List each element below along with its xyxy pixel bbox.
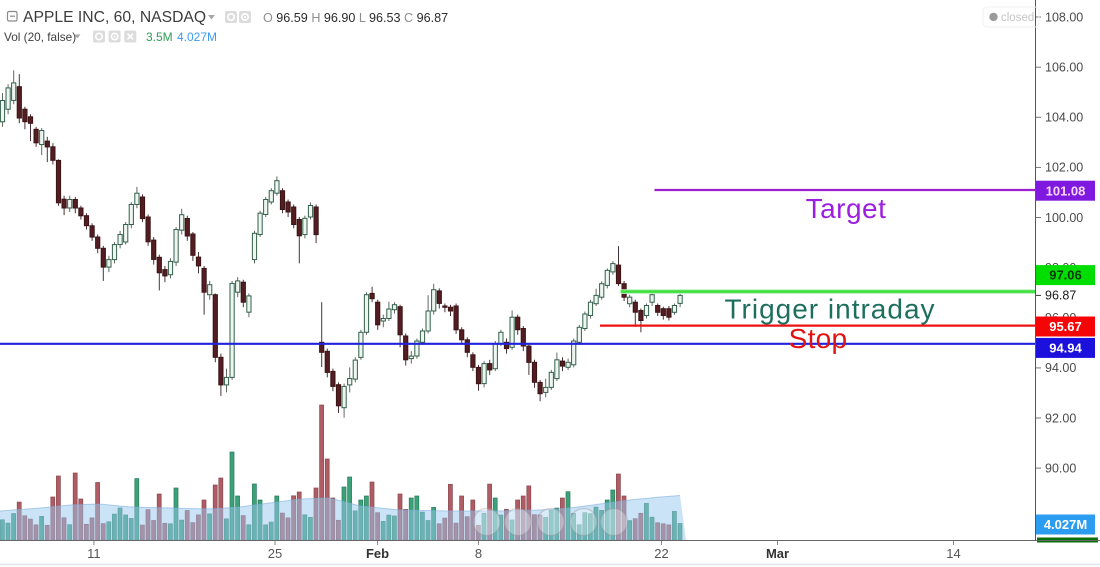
svg-text:11: 11 [87, 546, 101, 561]
svg-text:8: 8 [475, 546, 482, 561]
svg-text:96.87: 96.87 [1045, 289, 1076, 303]
svg-text:102.00: 102.00 [1045, 161, 1083, 175]
svg-text:25: 25 [268, 546, 282, 561]
svg-text:Target: Target [806, 193, 887, 224]
svg-text:3.5M: 3.5M [146, 30, 173, 44]
svg-text:90.00: 90.00 [1045, 461, 1076, 475]
svg-text:14: 14 [946, 546, 960, 561]
svg-text:closed: closed [1001, 12, 1034, 24]
svg-text:22: 22 [654, 546, 668, 561]
svg-text:Stop: Stop [789, 323, 848, 354]
svg-text:Trigger intraday: Trigger intraday [724, 294, 935, 325]
svg-text:106.00: 106.00 [1045, 61, 1083, 75]
svg-text:97.06: 97.06 [1049, 268, 1082, 283]
svg-text:4.027M: 4.027M [1044, 517, 1087, 532]
svg-text:95.67: 95.67 [1049, 319, 1082, 334]
svg-text:4.027M: 4.027M [177, 30, 217, 44]
svg-text:Vol (20, false): Vol (20, false) [4, 30, 76, 44]
svg-text:O 96.59 H 96.90 L 96.53 C 96.8: O 96.59 H 96.90 L 96.53 C 96.87 [263, 11, 448, 25]
svg-text:Feb: Feb [366, 546, 389, 561]
svg-text:92.00: 92.00 [1045, 411, 1076, 425]
svg-text:94.94: 94.94 [1049, 341, 1082, 356]
svg-text:APPLE INC, 60, NASDAQ: APPLE INC, 60, NASDAQ [23, 9, 206, 26]
svg-text:104.00: 104.00 [1045, 111, 1083, 125]
svg-text:101.08: 101.08 [1046, 183, 1086, 198]
svg-text:108.00: 108.00 [1045, 10, 1083, 24]
svg-text:94.00: 94.00 [1045, 361, 1076, 375]
svg-text:100.00: 100.00 [1045, 211, 1083, 225]
svg-text:Mar: Mar [766, 546, 789, 561]
